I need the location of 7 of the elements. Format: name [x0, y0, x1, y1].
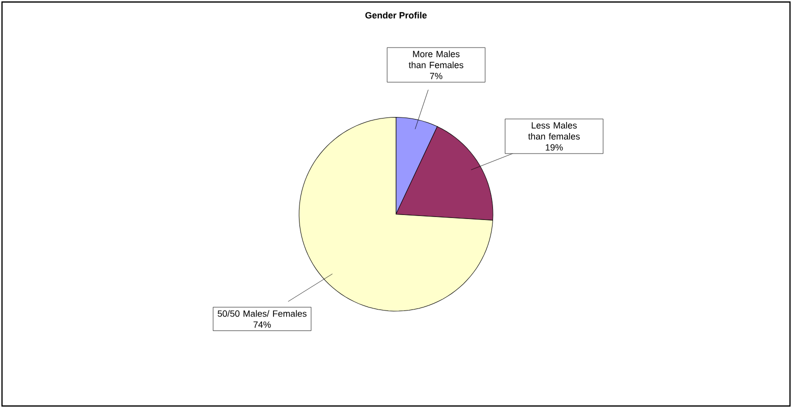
data-label: 7%: [430, 72, 442, 80]
slice-label: 50/50 Males/ Females: [218, 310, 307, 317]
data-label: 19%: [546, 144, 563, 151]
chart-title: Gender Profile: [365, 12, 427, 18]
slice-label: More Males than Females: [408, 50, 464, 68]
data-label: 74%: [254, 321, 271, 328]
slice-label: Less Males than females: [528, 122, 580, 140]
